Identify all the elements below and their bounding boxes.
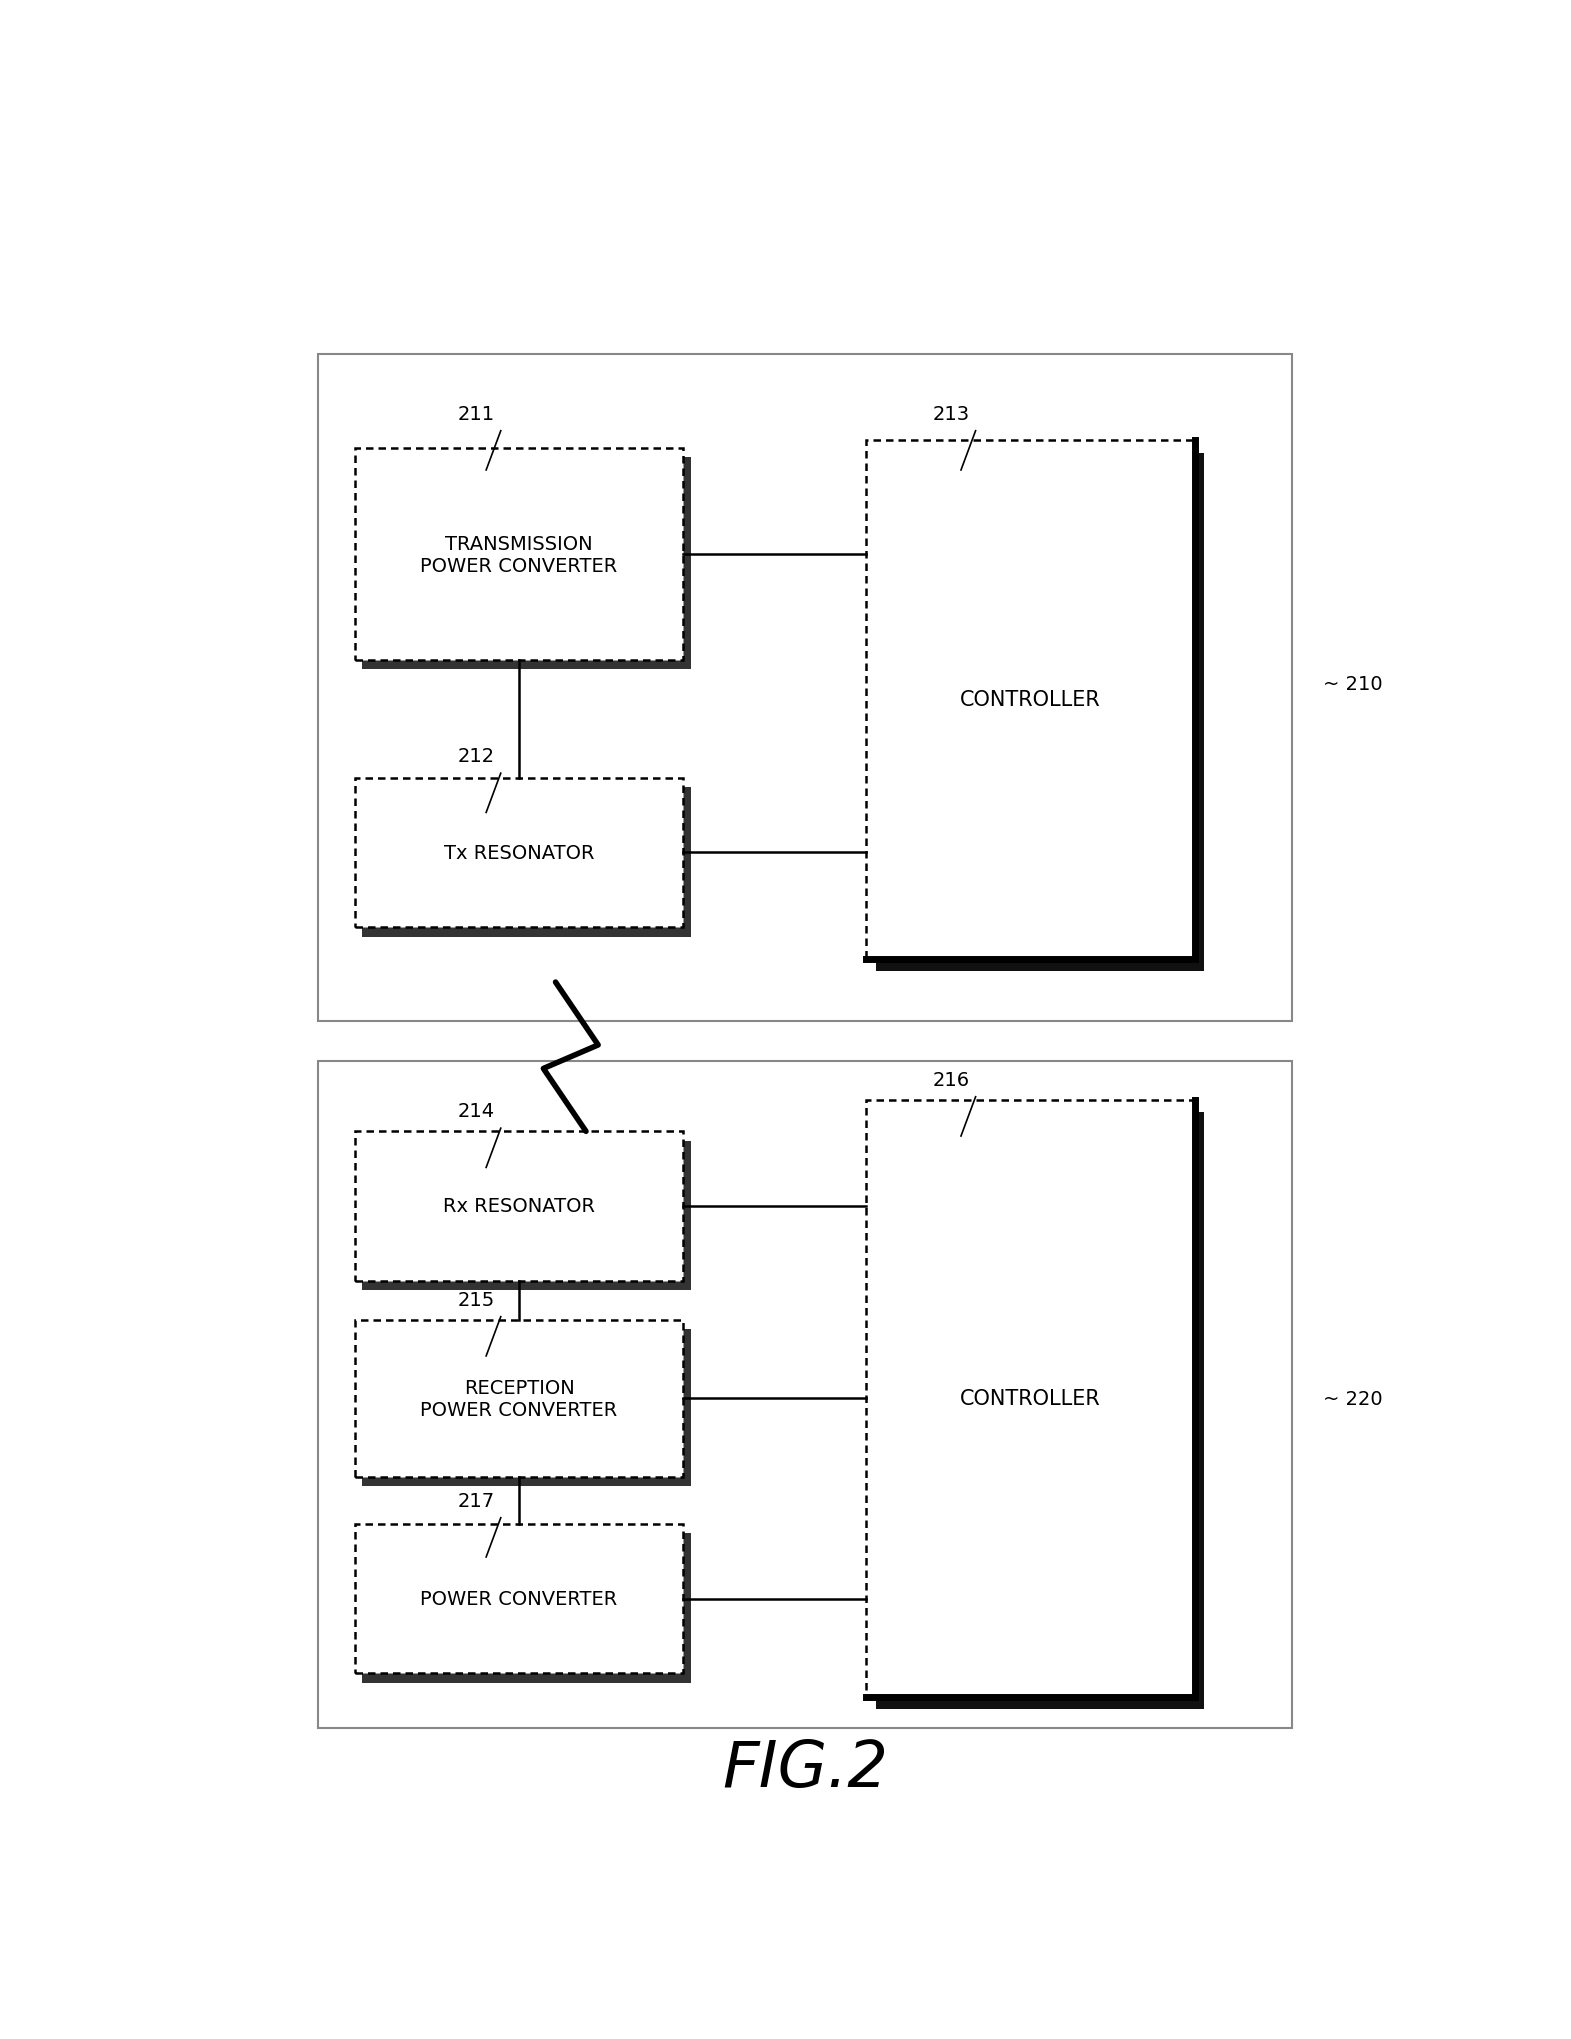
Bar <box>866 440 1194 958</box>
Text: TRANSMISSION
POWER CONVERTER: TRANSMISSION POWER CONVERTER <box>421 534 617 575</box>
Bar <box>355 1525 683 1674</box>
Text: CONTROLLER: CONTROLLER <box>960 689 1101 710</box>
Text: 214: 214 <box>457 1101 495 1121</box>
Text: Tx RESONATOR: Tx RESONATOR <box>443 844 594 862</box>
Text: RECEPTION
POWER CONVERTER: RECEPTION POWER CONVERTER <box>421 1378 617 1419</box>
Bar <box>355 1132 683 1280</box>
Bar <box>355 1319 683 1476</box>
Bar <box>875 453 1205 973</box>
Text: FIG.2: FIG.2 <box>723 1737 888 1798</box>
Text: CONTROLLER: CONTROLLER <box>960 1389 1101 1409</box>
Bar <box>875 1113 1205 1709</box>
Text: ~ 220: ~ 220 <box>1323 1389 1382 1409</box>
Text: POWER CONVERTER: POWER CONVERTER <box>421 1588 617 1609</box>
Bar <box>361 787 691 938</box>
Text: 211: 211 <box>457 404 495 424</box>
Bar <box>355 779 683 928</box>
Text: 213: 213 <box>933 404 969 424</box>
Bar <box>317 355 1291 1022</box>
Bar <box>866 1101 1194 1696</box>
Bar <box>355 449 683 661</box>
Text: 215: 215 <box>457 1291 495 1309</box>
Bar <box>361 459 691 671</box>
Bar <box>317 1060 1291 1729</box>
Bar <box>361 1329 691 1486</box>
Bar <box>361 1533 691 1682</box>
Text: ~ 210: ~ 210 <box>1323 675 1382 693</box>
Bar <box>361 1142 691 1291</box>
Text: Rx RESONATOR: Rx RESONATOR <box>443 1197 595 1215</box>
Text: 217: 217 <box>457 1491 495 1511</box>
Text: 216: 216 <box>933 1070 969 1089</box>
Text: 212: 212 <box>457 746 495 767</box>
